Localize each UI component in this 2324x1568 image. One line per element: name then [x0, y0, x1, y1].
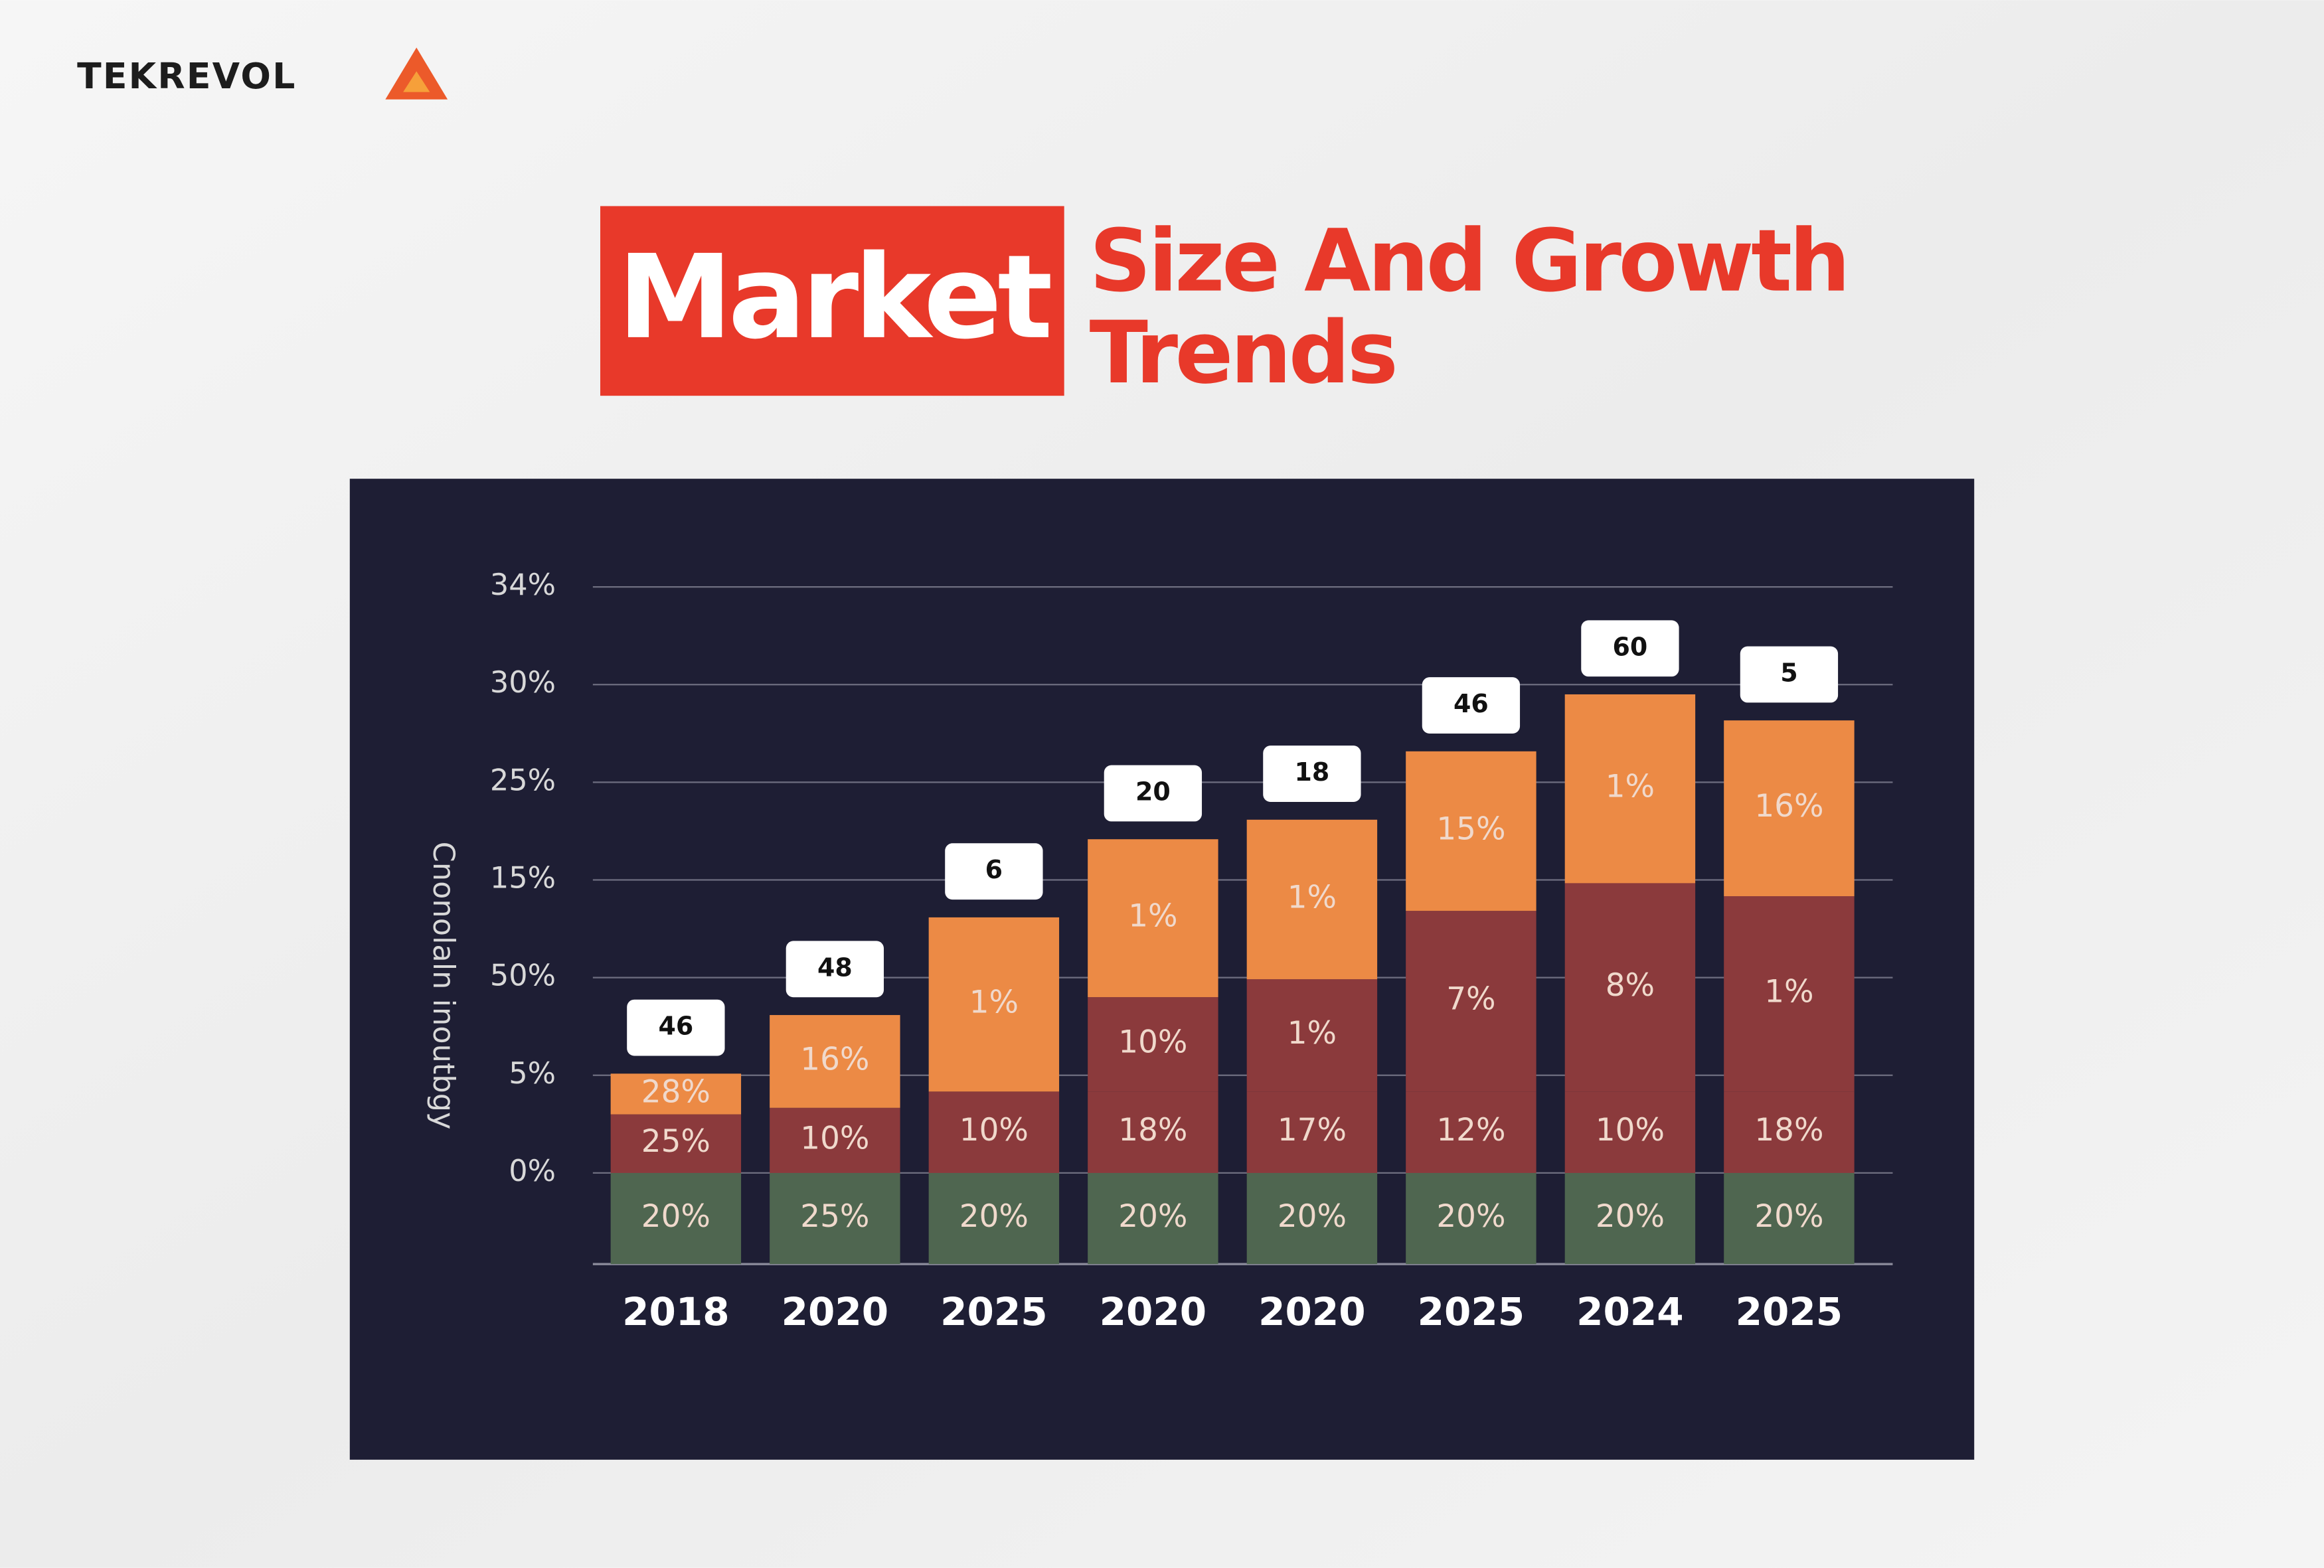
bar-segment	[770, 1172, 900, 1265]
bar-segment	[1088, 997, 1218, 1092]
segment-label: 1%	[1287, 879, 1337, 915]
total-label: 20	[1135, 777, 1171, 807]
total-label: 46	[658, 1012, 693, 1041]
bar-segment	[1406, 1172, 1536, 1265]
bar-segment	[1724, 720, 1855, 897]
total-label: 18	[1294, 757, 1329, 787]
logo: TEKREVOL	[77, 55, 297, 97]
y-tick-label: 30%	[490, 665, 556, 700]
segment-label: 10%	[1596, 1112, 1665, 1148]
total-label-box	[1263, 745, 1361, 802]
segment-label: 20%	[1754, 1198, 1823, 1235]
segment-label: 25%	[641, 1123, 710, 1160]
x-tick-label: 2025	[1418, 1289, 1525, 1334]
bar-segment	[1246, 1172, 1378, 1265]
bar-segment	[610, 1073, 742, 1115]
bar-segment	[928, 1172, 1060, 1265]
total-label-box	[627, 999, 725, 1056]
y-axis-title: Cnonolaln inoutbgy	[426, 842, 461, 1130]
segment-label: 18%	[1118, 1112, 1187, 1148]
total-label-box	[1104, 765, 1203, 822]
x-tick-label: 2024	[1576, 1289, 1683, 1334]
y-tick-label: 15%	[490, 861, 556, 896]
segment-label: 20%	[641, 1198, 710, 1235]
title-highlight-box	[600, 206, 1064, 396]
segment-label: 20%	[1278, 1198, 1347, 1235]
segment-label: 8%	[1606, 967, 1655, 1004]
segment-label: 1%	[1606, 769, 1655, 805]
y-tick-label: 25%	[490, 763, 556, 797]
segment-label: 10%	[959, 1112, 1029, 1148]
bar-segment	[1564, 883, 1696, 1092]
bar-segment	[1246, 979, 1378, 1092]
segment-label: 1%	[1764, 974, 1813, 1010]
total-label-box	[1422, 677, 1521, 734]
total-label-box	[945, 843, 1043, 900]
logo-mark-inner	[403, 71, 430, 92]
total-label: 6	[985, 855, 1003, 884]
bar-segment	[770, 1107, 900, 1173]
bar-segment	[1088, 1172, 1218, 1265]
total-label: 48	[817, 953, 853, 982]
segment-label: 16%	[800, 1041, 869, 1077]
x-tick-label: 2020	[1258, 1289, 1365, 1334]
bar-segment	[1406, 751, 1536, 911]
total-label: 5	[1780, 659, 1797, 688]
total-label: 46	[1453, 689, 1489, 718]
bar-segment	[1564, 694, 1696, 884]
title-highlight: Market	[618, 230, 1050, 365]
bar-segment	[1724, 896, 1855, 1092]
bar-segment	[1724, 1172, 1855, 1265]
segment-label: 17%	[1278, 1112, 1347, 1148]
y-tick-label: 0%	[509, 1154, 556, 1188]
segment-label: 25%	[800, 1198, 869, 1235]
segment-label: 10%	[800, 1120, 869, 1156]
title: Size And Growth	[1090, 211, 1848, 311]
y-tick-label: 34%	[490, 568, 556, 602]
bar-segment	[770, 1015, 900, 1108]
x-tick-label: 2020	[1100, 1289, 1206, 1334]
segment-label: 20%	[1596, 1198, 1665, 1235]
bar-segment	[1406, 1091, 1536, 1173]
bar-segment	[1246, 1091, 1378, 1173]
bar-segment	[928, 1091, 1060, 1173]
title: Trends	[1090, 303, 1396, 403]
x-tick-label: 2020	[782, 1289, 888, 1334]
segment-label: 7%	[1446, 981, 1495, 1018]
x-tick-label: 2018	[622, 1289, 729, 1334]
y-tick-label: 50%	[490, 959, 556, 993]
segment-label: 20%	[1118, 1198, 1187, 1235]
y-tick-label: 5%	[509, 1056, 556, 1091]
bar-segment	[610, 1172, 742, 1265]
bar-segment	[1724, 1091, 1855, 1173]
segment-label: 15%	[1436, 811, 1505, 847]
segment-label: 12%	[1436, 1112, 1505, 1148]
x-tick-label: 2025	[1736, 1289, 1843, 1334]
bar-segment	[928, 917, 1060, 1092]
x-tick-label: 2025	[940, 1289, 1047, 1334]
segment-label: 28%	[641, 1073, 710, 1110]
total-label-box	[1740, 646, 1839, 703]
total-label: 60	[1613, 632, 1648, 661]
total-label-box	[786, 941, 884, 998]
bar-segment	[1406, 911, 1536, 1092]
segment-label: 16%	[1754, 788, 1823, 824]
total-label-box	[1581, 620, 1679, 677]
segment-label: 18%	[1754, 1112, 1823, 1148]
segment-label: 1%	[1128, 898, 1177, 935]
segment-label: 1%	[1287, 1015, 1337, 1052]
segment-label: 20%	[959, 1198, 1029, 1235]
bar-segment	[1088, 1091, 1218, 1173]
segment-label: 1%	[969, 984, 1019, 1021]
bar-segment	[610, 1114, 742, 1173]
bar-segment	[1088, 839, 1218, 998]
segment-label: 10%	[1118, 1024, 1187, 1061]
bar-segment	[1564, 1091, 1696, 1173]
bar-segment	[1564, 1172, 1696, 1265]
bar-segment	[1246, 819, 1378, 980]
segment-label: 20%	[1436, 1198, 1505, 1235]
